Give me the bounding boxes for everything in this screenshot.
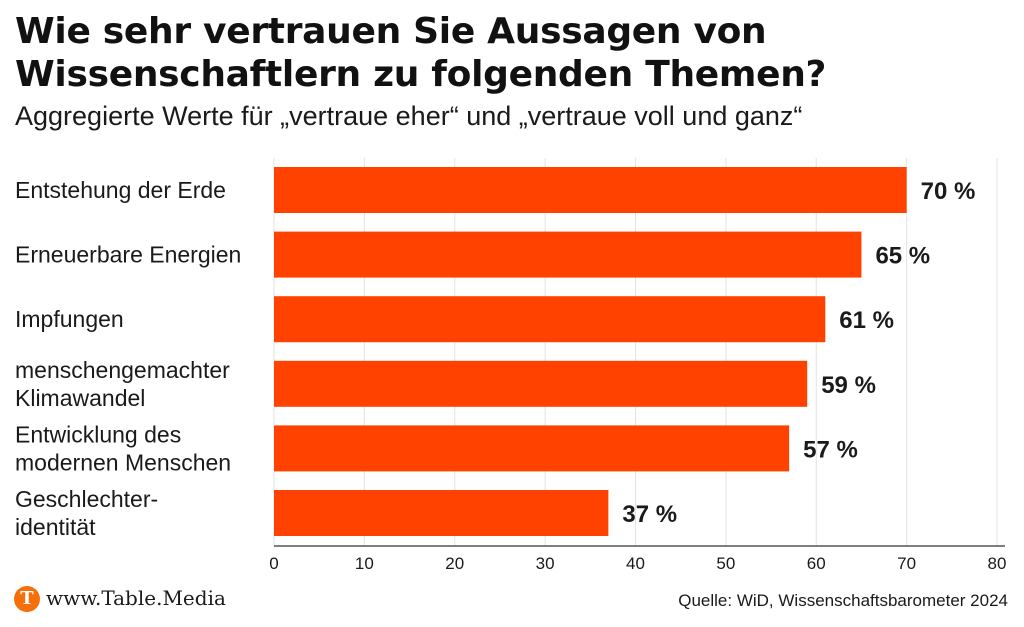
value-label: 57 % [803, 436, 858, 463]
value-label: 61 % [839, 307, 894, 334]
bar [274, 425, 790, 472]
x-tick-label: 10 [355, 554, 374, 573]
bar [274, 490, 609, 536]
footer-url: www.Table.Media [46, 586, 226, 610]
category-label: Entwicklung des [15, 421, 181, 447]
chart-subtitle: Aggregierte Werte für „vertraue eher“ un… [15, 101, 803, 131]
category-label: Entstehung der Erde [15, 177, 226, 203]
bar [274, 231, 862, 278]
source-note: Quelle: WiD, Wissenschaftsbarometer 2024 [678, 591, 1008, 610]
category-label: identität [15, 514, 96, 540]
value-label: 37 % [622, 501, 677, 528]
bar [274, 167, 907, 213]
x-tick-label: 0 [269, 554, 278, 573]
x-tick-label: 80 [988, 554, 1007, 573]
table-media-logo-icon: T [14, 586, 40, 612]
value-label: 59 % [821, 372, 876, 399]
bar [274, 296, 826, 343]
category-label: Impfungen [15, 306, 124, 332]
bar [274, 360, 808, 407]
category-label: Klimawandel [15, 385, 145, 411]
x-tick-label: 70 [897, 554, 916, 573]
x-tick-label: 40 [626, 554, 645, 573]
category-label: Erneuerbare Energien [15, 242, 241, 268]
value-label: 70 % [921, 178, 976, 205]
value-label: 65 % [875, 243, 930, 270]
category-label: modernen Menschen [15, 449, 231, 475]
x-tick-label: 30 [536, 554, 555, 573]
x-tick-label: 60 [807, 554, 826, 573]
category-label: menschengemachter [15, 357, 230, 383]
x-tick-label: 20 [445, 554, 464, 573]
x-tick-label: 50 [716, 554, 735, 573]
category-label: Geschlechter- [15, 486, 158, 512]
bar-chart: 70 % Entstehung der Erde 65 % Erneuerbare E… [15, 158, 1007, 573]
chart-title: Wie sehr vertrauen Sie Aussagen von Wiss… [15, 11, 827, 95]
